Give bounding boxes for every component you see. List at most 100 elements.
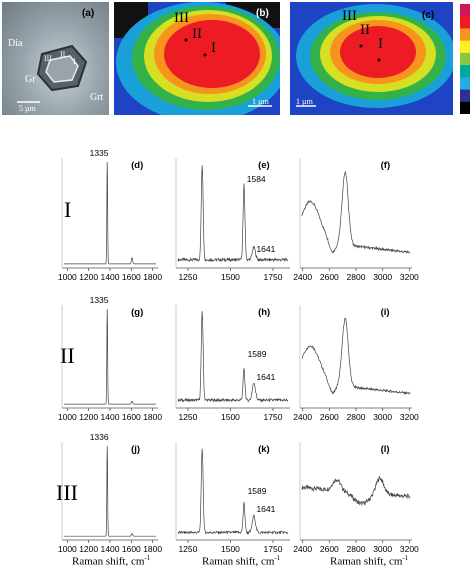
x-tick-label: 1200 [79, 544, 98, 554]
x-tick-label: 1800 [143, 544, 162, 554]
x-tick-label: 1000 [58, 412, 77, 422]
x-tick-label: 3000 [373, 544, 392, 554]
spectrum-panel: 1000 1200 1400 1600 1800 (g) 1335 [58, 295, 163, 422]
x-tick-label: 1250 [178, 272, 197, 282]
spectrum-panel: 1250 1500 1750 (e) 1584 1641 [175, 158, 290, 282]
colorbar [460, 4, 470, 114]
colorbar-segment [460, 4, 470, 17]
colorbar-segment [460, 77, 470, 91]
x-tick-label: 1400 [101, 412, 120, 422]
panel-label: (k) [258, 444, 270, 455]
x-tick-label: 1800 [143, 272, 162, 282]
x-tick-label: 1400 [101, 544, 120, 554]
x-tick-label: 1250 [178, 412, 197, 422]
colorbar-segment [460, 101, 470, 114]
spectrum-line [301, 171, 411, 254]
colorbar-segment [460, 40, 470, 54]
label-grt: Grt [90, 92, 104, 103]
x-tick-label: 2800 [347, 412, 366, 422]
spectrum-panel: 1000 1200 1400 1600 1800 (d) 1335 [58, 148, 163, 282]
x-axis-label-2: Raman shift, cm-1 [202, 554, 281, 568]
spectrum-line [301, 317, 411, 395]
map-c-label-ii: II [360, 22, 370, 38]
colorbar-segment [460, 89, 470, 103]
micrograph-a-drawing [17, 44, 88, 103]
peak-label: 1335 [90, 148, 109, 158]
panel-label: (f) [381, 160, 391, 171]
panel-label: (d) [131, 160, 143, 171]
label-iii: III [44, 54, 52, 63]
peak-label: 1641 [256, 504, 275, 514]
scale-label-a: 5 µm [19, 104, 36, 113]
map-b-label-iii: III [174, 10, 189, 26]
spectrum-line [301, 475, 411, 506]
raman-map-c: (c) III II I 1 µm [290, 2, 453, 115]
panel-label: (g) [131, 307, 143, 318]
peak-label: 1641 [256, 372, 275, 382]
spectrum-panel: 1000 1200 1400 1600 1800 (j) 1336 [58, 432, 163, 554]
panel-label: (i) [381, 307, 390, 318]
spectrum-panel: 1250 1500 1750 (h) 1589 1641 [175, 305, 290, 422]
micrograph-a: (a) Dia III II I Gr Grt 5 µm [2, 2, 109, 115]
x-tick-label: 1600 [122, 272, 141, 282]
panel-label: (j) [131, 444, 140, 455]
x-tick-label: 2800 [347, 544, 366, 554]
row-label-iii: III [56, 480, 78, 505]
peak-label: 1589 [248, 349, 267, 359]
colorbar-segment [460, 16, 470, 29]
row-label-i: I [64, 197, 72, 222]
x-tick-label: 1250 [178, 544, 197, 554]
x-tick-label: 1400 [101, 272, 120, 282]
label-dia: Dia [8, 38, 23, 49]
raman-map-b: (b) III II I 1 µm [114, 2, 280, 115]
colorbar-segment [460, 28, 470, 42]
spectrum-panel: 1250 1500 1750 (k) 1589 1641 [175, 442, 290, 554]
x-tick-label: 3200 [400, 544, 419, 554]
x-axis-label-3-text: Raman shift, cm [330, 555, 403, 568]
x-tick-label: 2800 [347, 272, 366, 282]
spectrum-panel: 2400 2600 2800 3000 3200 (i) [293, 305, 419, 422]
x-axis-label-1-text: Raman shift, cm [72, 555, 145, 568]
panel-label-b: (b) [256, 8, 269, 19]
x-axis-label-2-text: Raman shift, cm [202, 555, 275, 568]
x-tick-label: 2400 [293, 412, 312, 422]
panel-label: (h) [258, 307, 270, 318]
map-c-label-iii: III [342, 8, 357, 24]
x-tick-label: 1750 [264, 412, 283, 422]
row-label-ii: II [60, 343, 75, 368]
spectrum-panel: 2400 2600 2800 3000 3200 (f) [293, 158, 419, 282]
label-ii: II [60, 50, 66, 59]
x-tick-label: 1500 [221, 412, 240, 422]
x-tick-label: 1200 [79, 412, 98, 422]
x-tick-label: 2600 [320, 544, 339, 554]
x-tick-label: 1750 [264, 544, 283, 554]
label-i: I [73, 57, 76, 66]
peak-label: 1335 [90, 295, 109, 305]
x-tick-label: 2600 [320, 412, 339, 422]
x-axis-label-1: Raman shift, cm-1 [72, 554, 151, 568]
panel-label-c: (c) [422, 10, 435, 21]
peak-label: 1336 [90, 432, 109, 442]
x-tick-label: 1000 [58, 272, 77, 282]
map-b-label-i: I [211, 40, 216, 56]
spectrum-line [177, 311, 288, 403]
colorbar-segment [460, 52, 470, 66]
colorbar-segment [460, 65, 470, 78]
spectrum-line [64, 308, 156, 405]
x-tick-label: 3000 [373, 272, 392, 282]
map-c-label-i: I [378, 36, 383, 52]
label-gr: Gr [25, 74, 36, 85]
x-tick-label: 1000 [58, 544, 77, 554]
x-tick-label: 1800 [143, 412, 162, 422]
panel-label-a: (a) [82, 8, 95, 19]
spectrum-line [177, 448, 289, 535]
scale-label-c: 1 µm [296, 97, 313, 106]
x-tick-label: 1600 [122, 412, 141, 422]
spectrum-line [64, 445, 156, 537]
x-tick-label: 3200 [400, 412, 419, 422]
x-tick-label: 1750 [264, 272, 283, 282]
x-tick-label: 1500 [221, 544, 240, 554]
x-tick-label: 1500 [221, 272, 240, 282]
peak-label: 1584 [247, 174, 266, 184]
